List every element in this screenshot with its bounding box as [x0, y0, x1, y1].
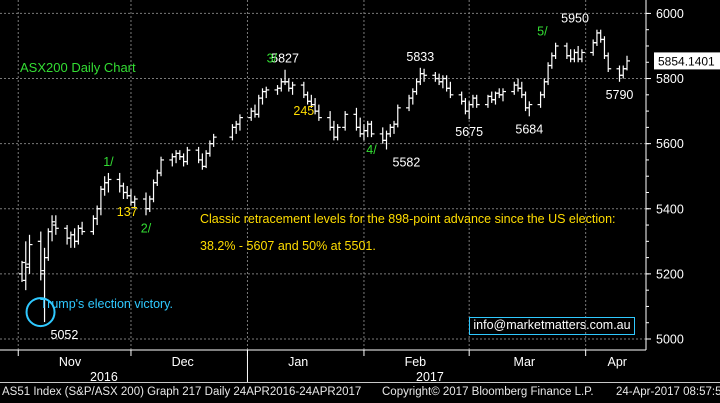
annotation-label: 5684 [515, 122, 543, 136]
annotation-label: 4/ [366, 143, 377, 157]
x-tick-label: Mar [514, 355, 536, 369]
annotation-label: 5790 [606, 88, 634, 102]
annotation-label: 137 [117, 205, 138, 219]
annotation-label: 1/ [103, 155, 114, 169]
y-tick-label: 5000 [656, 333, 684, 347]
year-label: 2016 [90, 370, 118, 382]
price-bars [19, 29, 630, 323]
annotation-label: 3/ [267, 52, 278, 66]
y-tick-label: 5200 [656, 267, 684, 281]
annotation-label: 245 [293, 104, 314, 118]
annotation-label: 5950 [561, 12, 589, 26]
footer-security: AS51 Index (S&P/ASX 200) Graph 217 Daily… [2, 386, 362, 398]
chart-title: ASX200 Daily Chart [20, 60, 136, 75]
footer-timestamp: 24-Apr-2017 08:57:52 [616, 386, 720, 398]
footer-copyright: Copyright© 2017 Bloomberg Finance L.P. [382, 386, 594, 398]
annotation-label: 5052 [51, 328, 79, 342]
x-tick-label: Apr [607, 355, 626, 369]
last-price-box [654, 52, 720, 70]
year-label: 2017 [416, 370, 444, 382]
election-marker [25, 297, 56, 328]
annotation-label: 5833 [406, 50, 434, 64]
x-tick-label: Jan [288, 355, 308, 369]
last-price-tag: 5854.1401 [654, 52, 720, 70]
x-tick-label: Nov [59, 355, 82, 369]
last-price-value: 5854.1401 [658, 54, 715, 68]
contact-email-box[interactable]: info@marketmatters.com.au [469, 317, 635, 335]
y-tick-label: 5800 [656, 72, 684, 86]
x-tick-label: Feb [405, 355, 427, 369]
y-tick-label: 5600 [656, 137, 684, 151]
contact-email[interactable]: info@marketmatters.com.au [473, 318, 631, 332]
y-tick-label: 6000 [656, 7, 684, 21]
annotation-label: 5/ [537, 25, 548, 39]
y-tick-label: 5400 [656, 202, 684, 216]
asx200-chart: 5000 5200 5400 5600 5800 6000 Nov Dec Jan Feb Mar… [0, 0, 720, 382]
annotation-label: 5675 [455, 125, 483, 139]
footer-bar: AS51 Index (S&P/ASX 200) Graph 217 Daily… [0, 382, 720, 403]
retracement-note-line1: Classic retracement levels for the 898-p… [200, 212, 616, 226]
annotation-label: 2/ [141, 221, 152, 235]
retracement-note-line2: 38.2% - 5607 and 50% at 5501. [200, 239, 376, 253]
annotation-label: 5827 [271, 52, 299, 66]
annotation-label: 5582 [393, 156, 421, 170]
y-axis: 5000 5200 5400 5600 5800 6000 [645, 0, 684, 350]
election-note: Trump's election victory. [40, 297, 173, 311]
x-axis: Nov Dec Jan Feb Mar Apr 2016 2017 [0, 349, 646, 382]
x-tick-label: Dec [172, 355, 194, 369]
